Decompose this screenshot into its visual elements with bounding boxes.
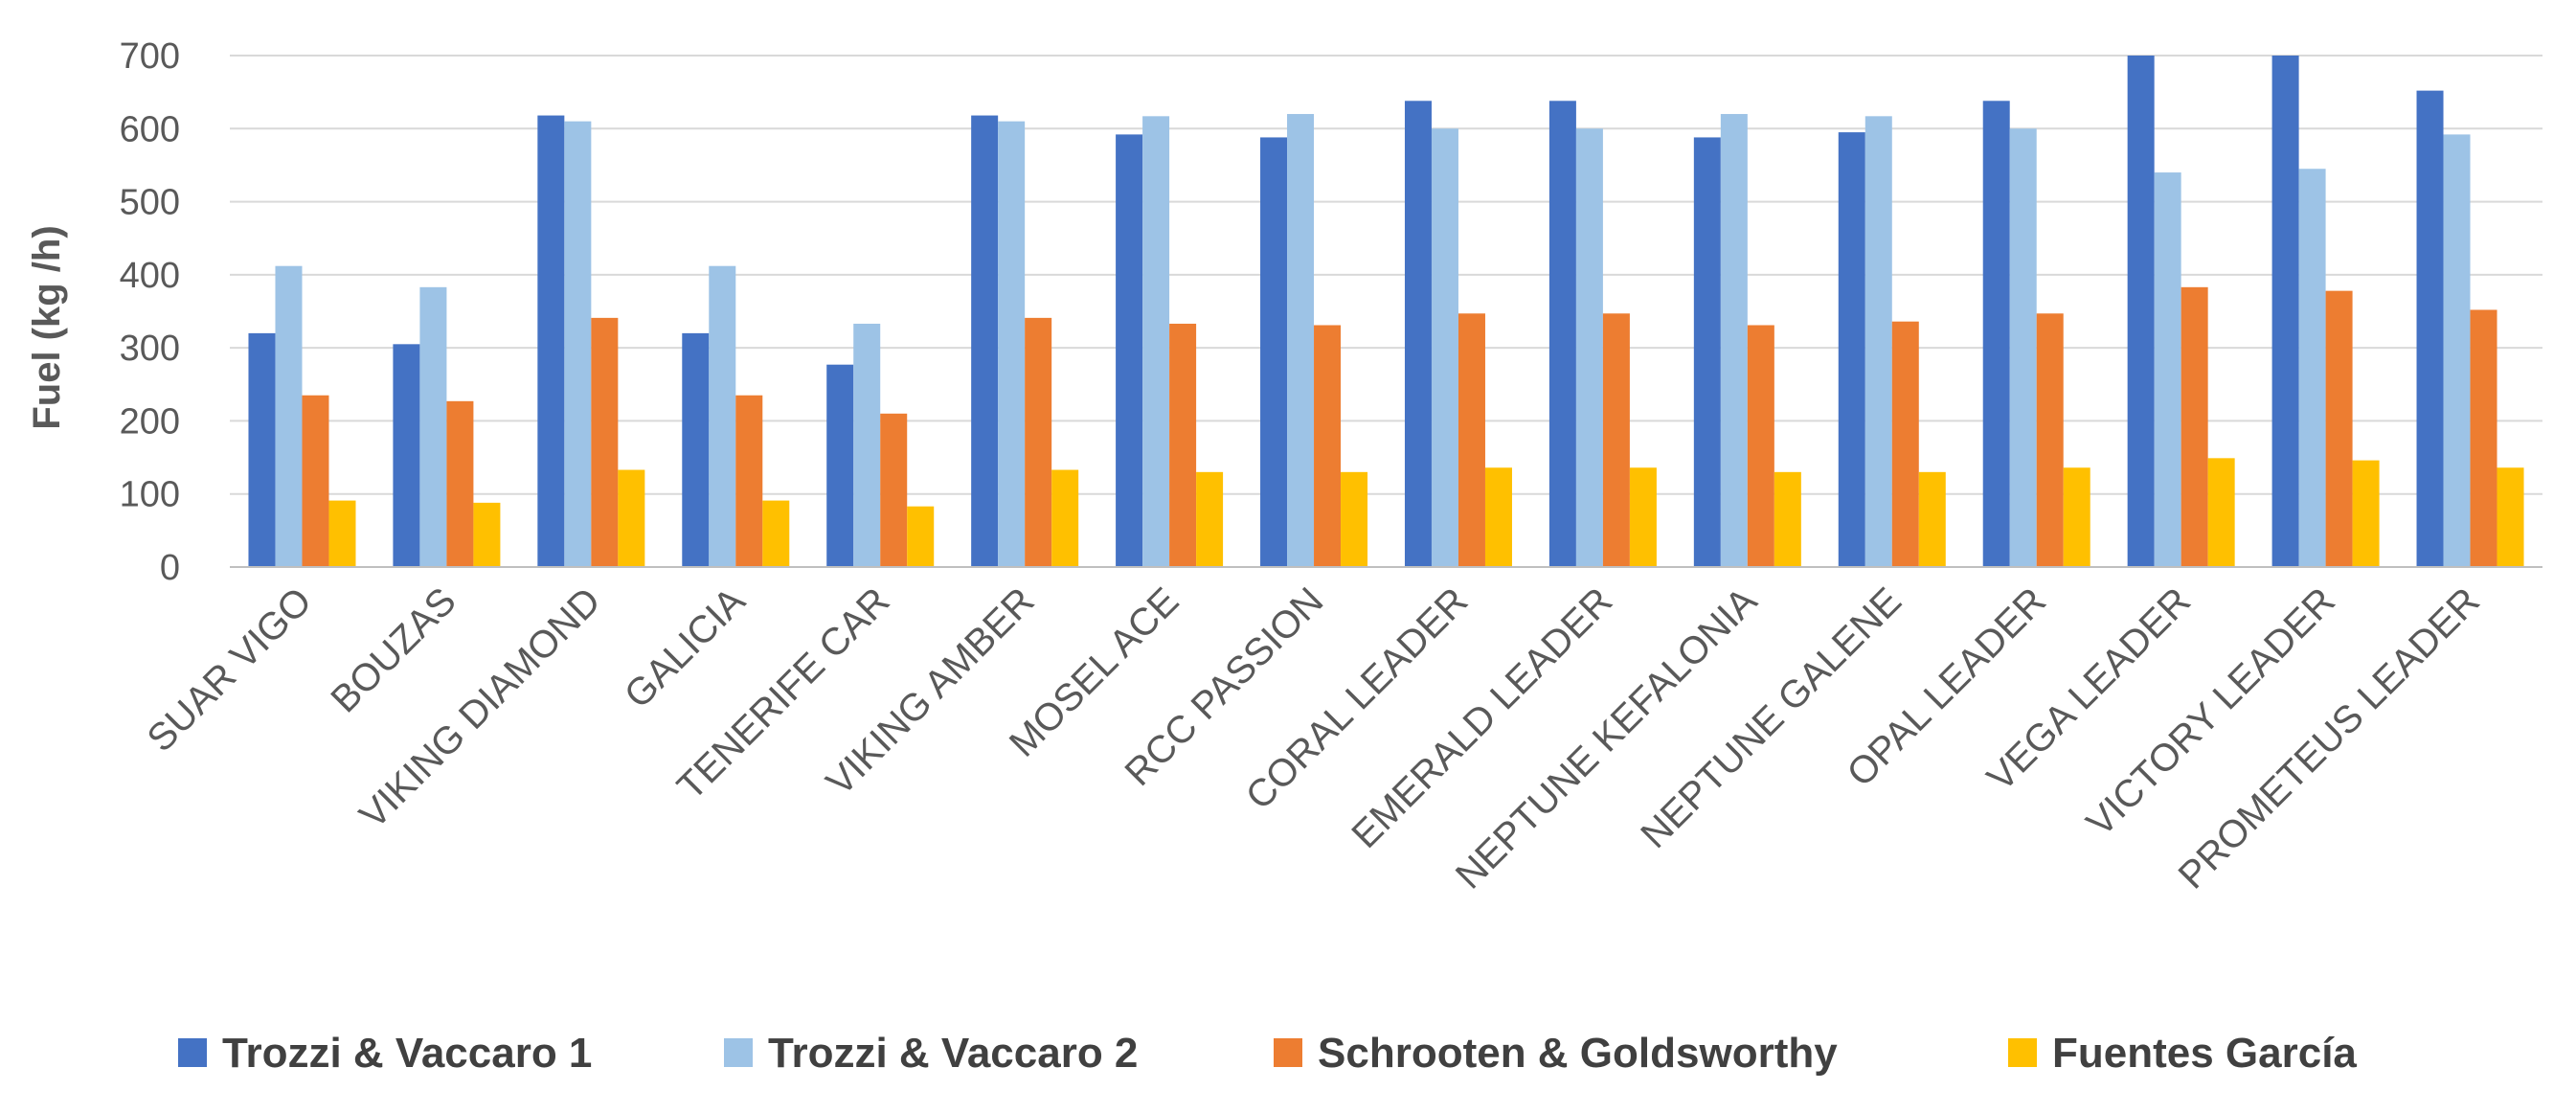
x-tick-label: NEPTUNE KEFALONIA — [1448, 579, 1766, 897]
bar-1-suar-vigo — [248, 332, 276, 567]
y-tick-label: 100 — [120, 475, 180, 515]
x-tick-label: SUAR VIGO — [140, 579, 320, 760]
bar-1-coral-leader — [1404, 101, 1432, 567]
bar-3-victory-leader — [2325, 290, 2353, 567]
bar-2-mosel-ace — [1142, 116, 1170, 568]
bar-3-viking-amber — [1025, 317, 1052, 567]
bar-3-neptune-kefalonia — [1747, 325, 1774, 567]
bar-1-rcc-passion — [1260, 137, 1288, 567]
x-tick-label: VIKING DIAMOND — [351, 579, 608, 836]
x-tick-label: GALICIA — [617, 579, 754, 716]
bar-2-neptune-kefalonia — [1720, 114, 1748, 568]
x-tick-label: BOUZAS — [323, 579, 463, 720]
bar-1-viking-diamond — [537, 115, 565, 567]
bar-2-coral-leader — [1431, 128, 1458, 568]
bar-4-prometeus-leader — [2497, 467, 2524, 567]
bar-4-neptune-kefalonia — [1774, 471, 1801, 567]
bar-1-prometeus-leader — [2416, 90, 2444, 568]
bar-4-viking-amber — [1051, 469, 1079, 567]
bar-3-rcc-passion — [1314, 325, 1342, 567]
bars — [248, 56, 2524, 568]
legend-swatch-2 — [724, 1038, 753, 1067]
bar-4-coral-leader — [1484, 467, 1512, 567]
y-tick-label: 700 — [120, 36, 180, 77]
bar-4-neptune-galene — [1918, 471, 1946, 567]
bar-4-rcc-passion — [1341, 471, 1368, 567]
bar-3-suar-vigo — [302, 395, 329, 567]
bar-4-galicia — [762, 500, 790, 567]
bar-1-vega-leader — [2127, 56, 2155, 567]
bar-4-bouzas — [473, 502, 501, 567]
bar-2-victory-leader — [2298, 169, 2326, 567]
y-tick-label: 0 — [160, 548, 180, 588]
bar-4-emerald-leader — [1629, 467, 1657, 567]
legend: Trozzi & Vaccaro 1 Trozzi & Vaccaro 2 Schr… — [178, 1030, 2357, 1077]
legend-label-1: Trozzi & Vaccaro 1 — [222, 1030, 592, 1077]
bar-4-opal-leader — [2063, 467, 2090, 567]
bar-2-emerald-leader — [1575, 128, 1603, 568]
bar-3-coral-leader — [1457, 313, 1485, 567]
bar-4-mosel-ace — [1196, 471, 1224, 567]
bar-3-opal-leader — [2036, 313, 2064, 567]
bar-4-viking-diamond — [618, 469, 645, 567]
bar-2-bouzas — [419, 286, 447, 567]
bar-3-emerald-leader — [1602, 313, 1630, 567]
bar-2-viking-amber — [998, 121, 1026, 568]
x-tick-label: NEPTUNE GALENE — [1633, 579, 1909, 856]
bar-3-mosel-ace — [1169, 323, 1197, 567]
legend-swatch-4 — [2008, 1038, 2037, 1067]
bar-1-bouzas — [393, 344, 420, 567]
bar-1-mosel-ace — [1116, 134, 1143, 568]
bar-1-viking-amber — [971, 115, 999, 567]
bar-3-neptune-galene — [1891, 321, 1919, 567]
bar-1-victory-leader — [2271, 56, 2299, 567]
y-tick-label: 500 — [120, 183, 180, 223]
legend-label-4: Fuentes García — [2052, 1030, 2357, 1077]
x-tick-label: EMERALD LEADER — [1344, 579, 1620, 856]
legend-label-3: Schrooten & Goldsworthy — [1318, 1030, 1838, 1077]
bar-1-emerald-leader — [1548, 101, 1576, 567]
bar-1-tenerife-car — [826, 364, 854, 567]
legend-swatch-3 — [1274, 1038, 1302, 1067]
bar-4-tenerife-car — [907, 506, 935, 567]
legend-label-2: Trozzi & Vaccaro 2 — [768, 1030, 1138, 1077]
bar-3-viking-diamond — [591, 317, 619, 567]
y-axis-title: Fuel (kg /h) — [26, 225, 68, 429]
bar-2-prometeus-leader — [2443, 134, 2471, 568]
bar-4-suar-vigo — [328, 500, 356, 567]
bar-2-viking-diamond — [564, 121, 592, 568]
y-tick-label: 400 — [120, 256, 180, 296]
x-tick-label: PROMETEUS LEADER — [2171, 579, 2488, 897]
y-tick-label: 300 — [120, 329, 180, 369]
bar-3-prometeus-leader — [2470, 309, 2497, 567]
bar-3-tenerife-car — [880, 413, 908, 567]
bar-2-opal-leader — [2009, 128, 2037, 568]
bar-1-opal-leader — [1982, 101, 2010, 567]
legend-swatch-1 — [178, 1038, 207, 1067]
y-tick-label: 600 — [120, 109, 180, 149]
bar-2-tenerife-car — [853, 323, 881, 567]
bar-3-galicia — [735, 395, 763, 567]
bar-1-galicia — [682, 332, 710, 567]
x-tick-label: VICTORY LEADER — [2079, 579, 2343, 844]
bar-2-vega-leader — [2154, 172, 2181, 568]
bar-1-neptune-kefalonia — [1693, 137, 1721, 567]
bar-3-bouzas — [446, 400, 474, 567]
bar-2-neptune-galene — [1864, 116, 1892, 568]
bar-4-victory-leader — [2352, 460, 2380, 567]
y-tick-label: 200 — [120, 401, 180, 442]
bar-3-vega-leader — [2181, 286, 2208, 567]
bar-4-vega-leader — [2207, 458, 2235, 567]
bar-1-neptune-galene — [1838, 132, 1865, 567]
bar-2-galicia — [709, 265, 736, 567]
bar-2-rcc-passion — [1287, 114, 1315, 568]
bar-2-suar-vigo — [275, 265, 303, 567]
